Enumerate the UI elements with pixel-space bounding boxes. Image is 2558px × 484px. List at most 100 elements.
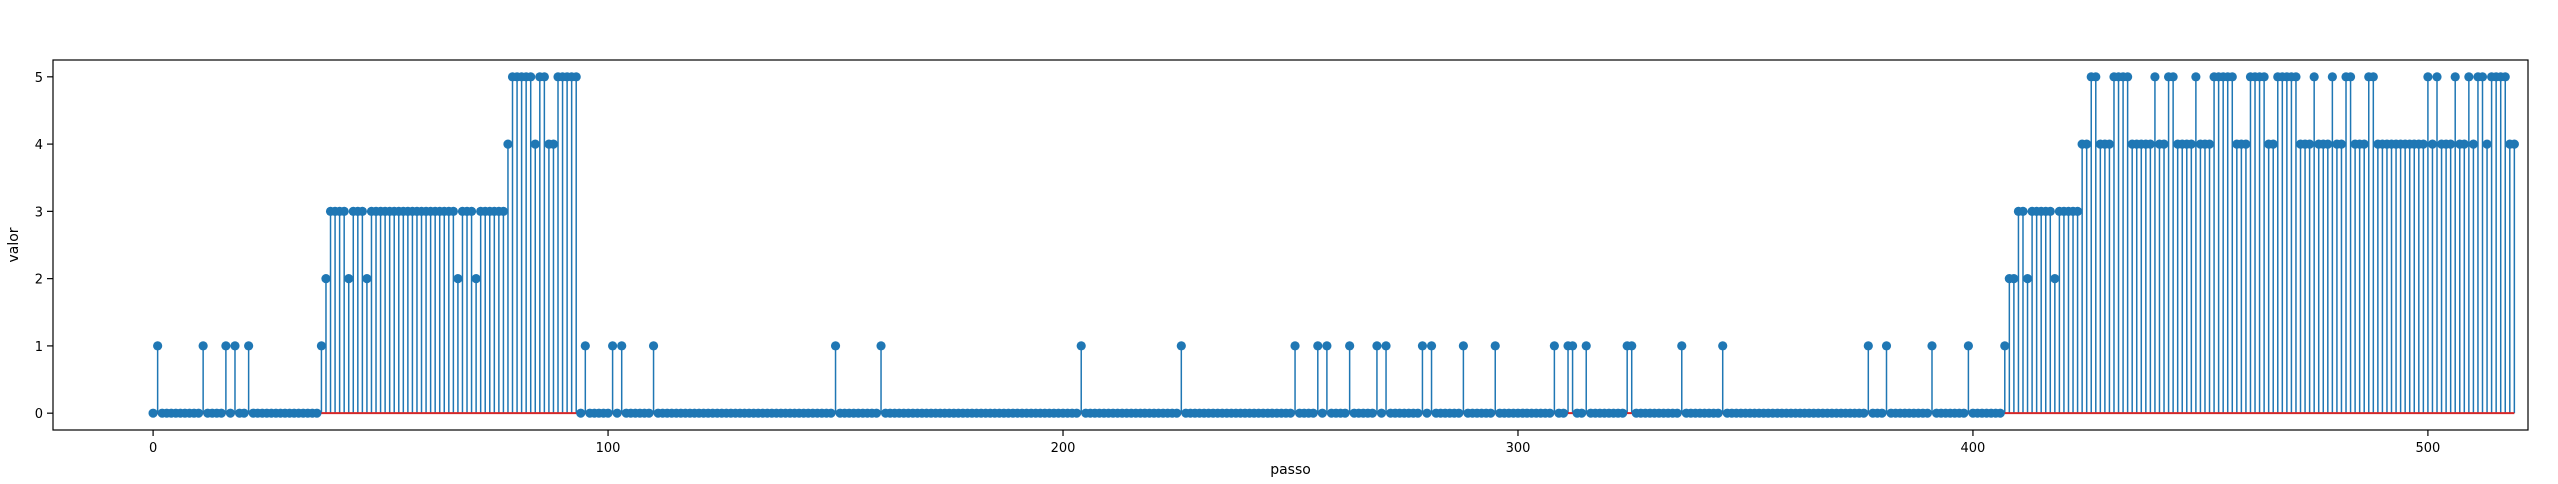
data-point [216,408,226,418]
data-point [2477,72,2488,82]
y-tick-label: 5 [35,71,43,86]
data-point [2336,139,2347,149]
data-point [344,274,354,284]
data-point [1859,408,1869,418]
x-axis-ticks: 0 100 200 300 400 500 [149,430,2440,456]
data-point [530,139,540,149]
x-tick-label: 0 [149,441,157,456]
x-tick-label: 100 [596,441,621,456]
data-point [2104,139,2115,149]
data-point [1995,408,2005,418]
data-point [608,341,618,351]
data-point [2482,139,2492,149]
data-point [1322,341,1332,351]
data-point [2418,139,2428,149]
data-point [1718,341,1728,351]
data-point [2423,72,2433,82]
data-point [2327,72,2337,82]
data-point [2468,139,2479,149]
data-point [1877,408,1887,418]
x-tick-label: 300 [1506,441,1531,456]
data-point [2305,139,2315,149]
stem-markers [148,72,2519,418]
data-point [2368,72,2378,82]
data-point [1454,408,1464,418]
data-point [2446,139,2456,149]
data-point [2309,72,2319,82]
y-tick-label: 3 [35,205,43,220]
x-tick-label: 500 [2415,441,2440,456]
data-point [1076,341,1086,351]
data-point [498,206,509,216]
data-point [2291,72,2301,82]
data-point [1486,408,1496,418]
data-point [2259,72,2269,82]
data-point [2500,72,2510,82]
data-point [2018,206,2028,216]
data-point [1317,408,1327,418]
data-point [539,72,549,82]
data-point [471,274,481,284]
data-point [644,408,654,418]
data-point [1863,341,1873,351]
data-point [1922,408,1933,418]
data-point [1313,341,1323,351]
data-point [2509,139,2519,149]
data-point [2323,139,2333,149]
data-point [1677,341,1687,351]
stem-lines [156,76,2516,414]
data-point [1581,341,1591,351]
plot-frame [52,59,2529,431]
data-point [230,341,240,351]
data-point [1426,341,1437,351]
data-point [2045,206,2055,216]
data-point [1285,408,1296,418]
y-tick-label: 1 [35,340,43,355]
data-point [826,408,836,418]
x-tick-label: 400 [1961,441,1986,456]
data-point [1376,408,1387,418]
data-point [453,274,463,284]
data-point [2145,139,2155,149]
data-point [221,341,231,351]
data-point [2123,72,2133,82]
data-point [2359,139,2369,149]
data-point [503,139,513,149]
data-point [239,408,249,418]
data-point [1372,341,1382,351]
data-point [876,341,886,351]
data-point [2204,139,2215,149]
data-point [198,341,208,351]
data-point [357,206,367,216]
data-point [362,274,372,284]
data-point [1340,408,1350,418]
data-point [2168,72,2178,82]
data-point [2191,72,2201,82]
data-point [1558,408,1569,418]
data-point [2464,72,2474,82]
data-point [448,206,458,216]
data-point [2268,139,2278,149]
data-point [1413,408,1423,418]
data-point [1567,341,1578,351]
data-point [225,408,236,418]
data-point [1308,408,1318,418]
y-axis-label: valor [6,227,22,262]
data-point [2150,72,2160,82]
data-point [2159,139,2169,149]
data-point [1627,341,1637,351]
data-point [1963,341,1973,351]
y-axis-ticks: 0 1 2 3 4 5 [35,71,53,422]
data-point [603,408,613,418]
data-point [244,341,254,351]
data-point [1290,341,1300,351]
data-point [1381,341,1391,351]
data-point [1458,341,1468,351]
data-point [1927,341,1937,351]
data-point [571,72,581,82]
data-point [1577,408,1587,418]
data-point [612,408,622,418]
data-point [1422,408,1432,418]
